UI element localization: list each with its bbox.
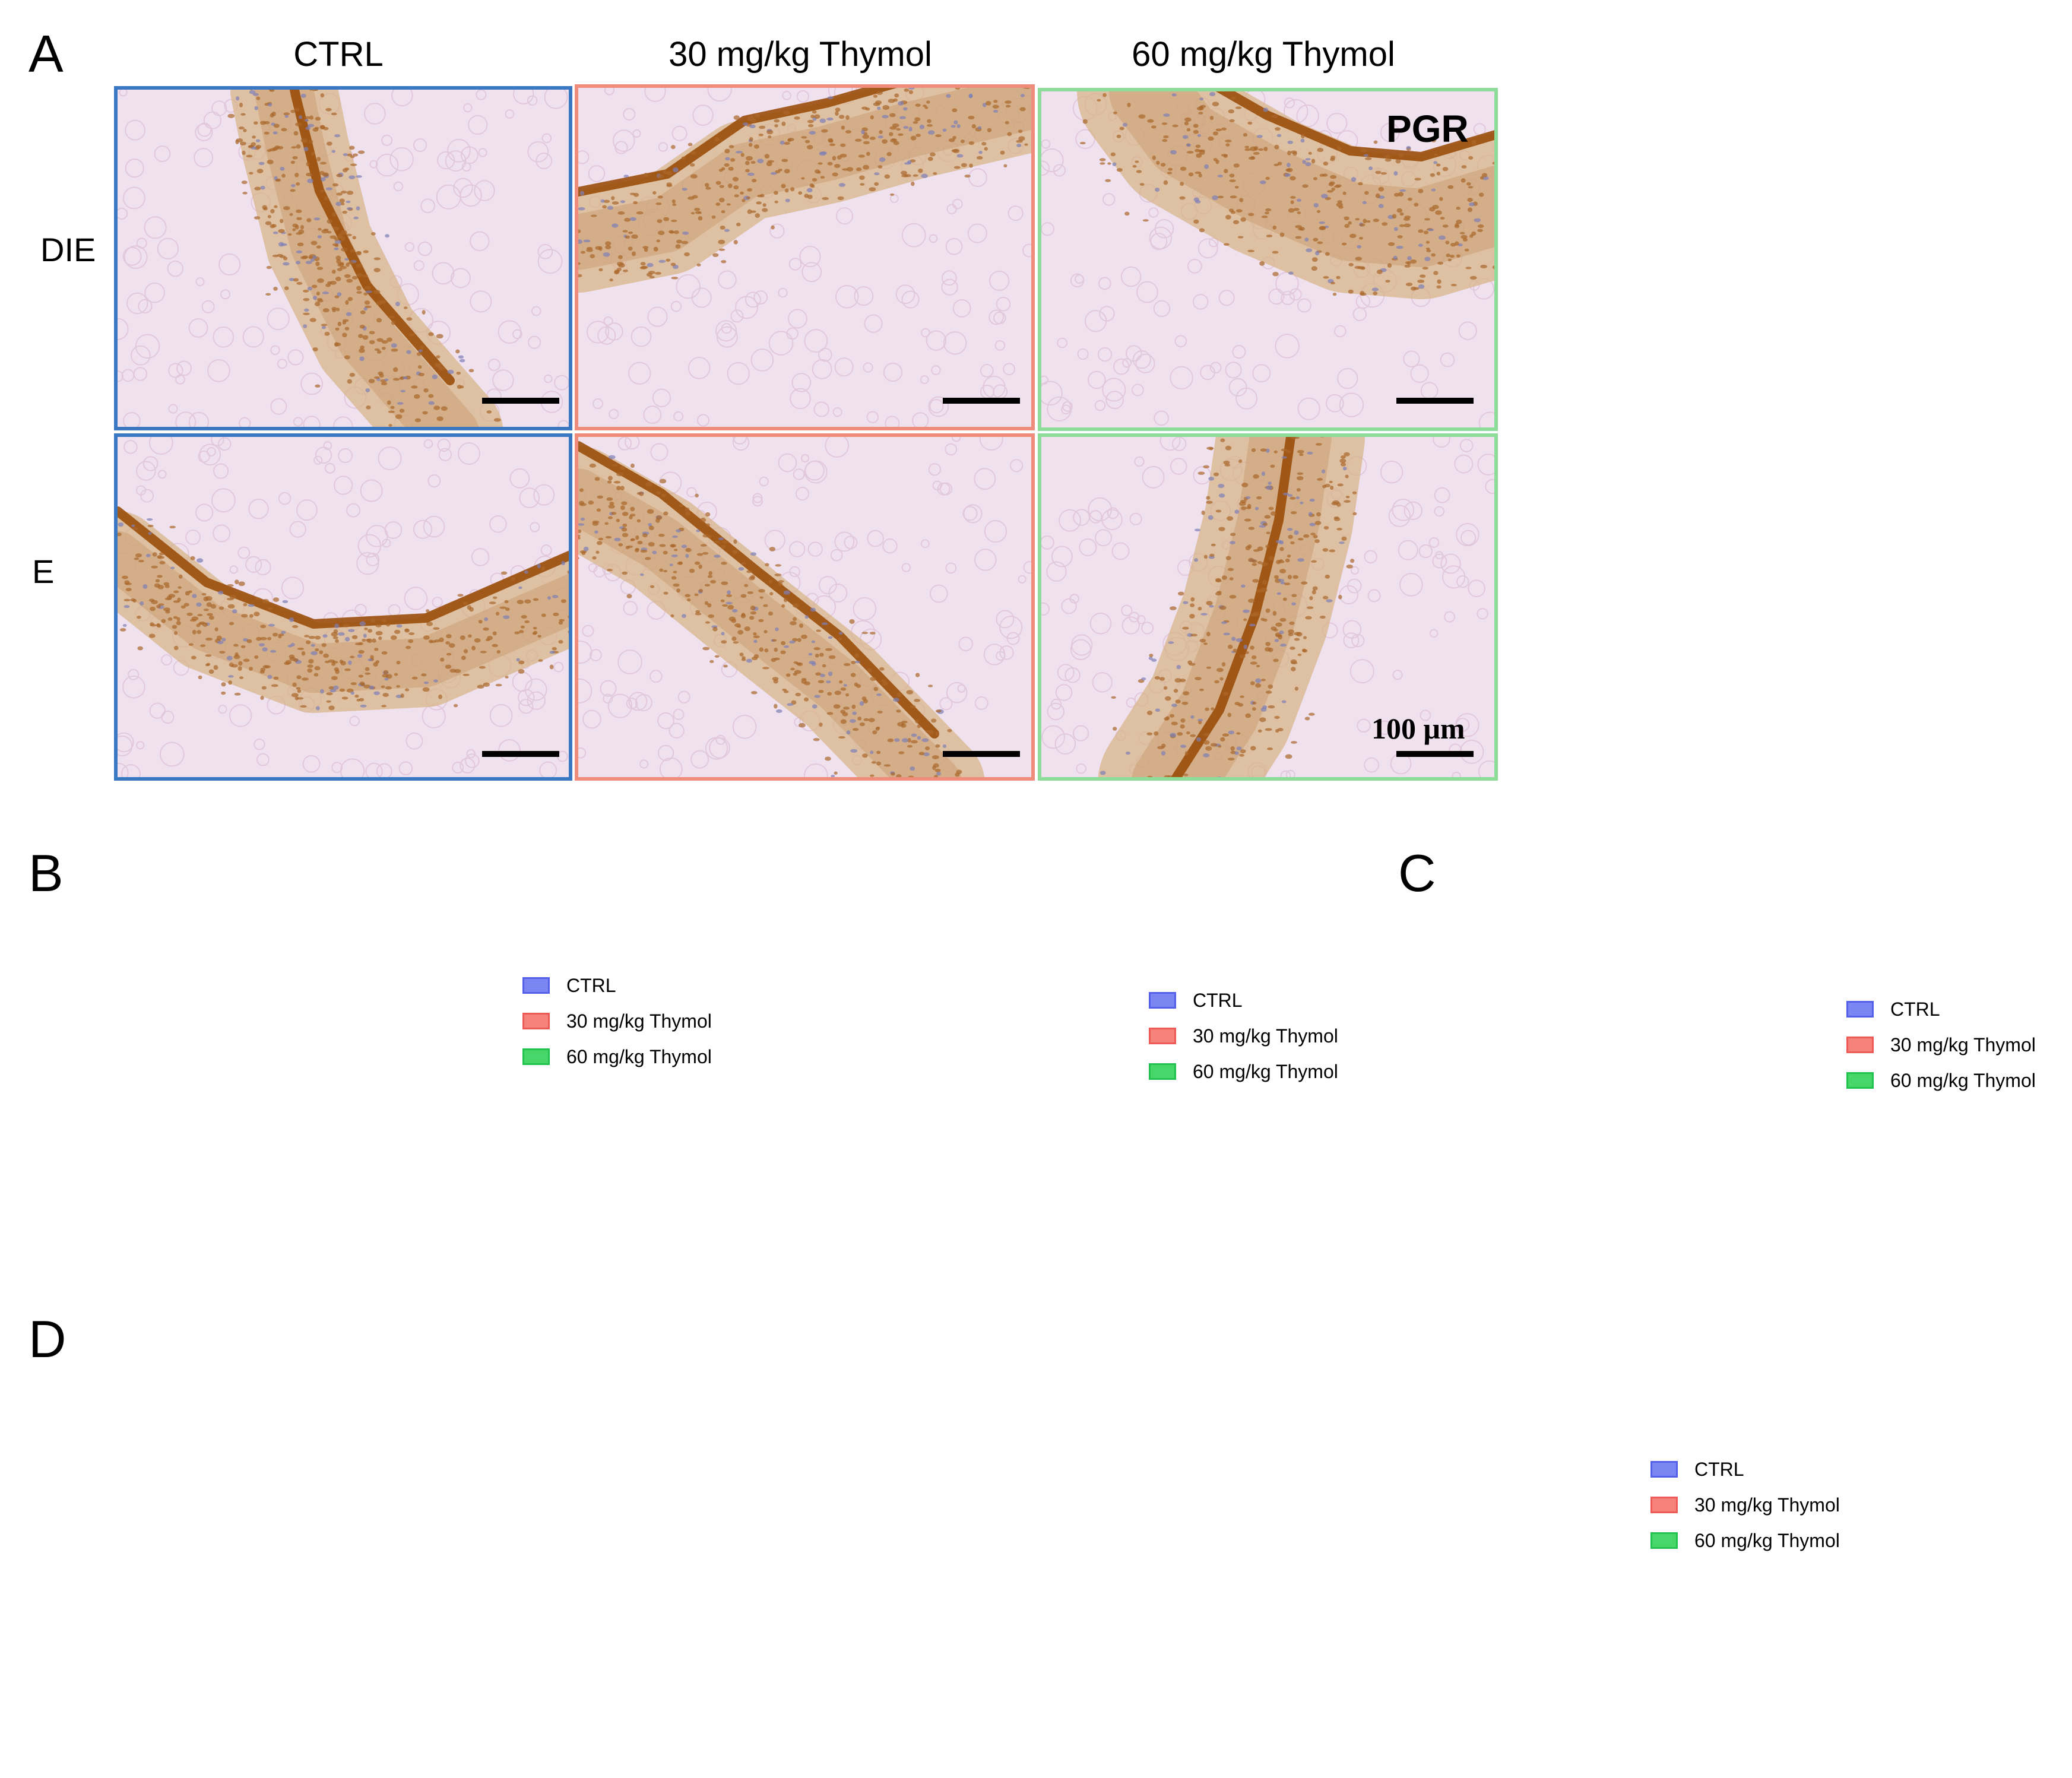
legend-item-ctrl: CTRL <box>522 968 712 1003</box>
legend-swatch-30mg <box>1846 1037 1874 1053</box>
legend-item-30mg: 30 mg/kg Thymol <box>522 1003 712 1039</box>
row-header-die: DIE <box>40 231 96 268</box>
legend-swatch-30mg <box>1650 1497 1678 1513</box>
legend-swatch-ctrl <box>1846 1001 1874 1018</box>
scale-bar <box>1396 751 1474 757</box>
legend-item-60mg: 60 mg/kg Thymol <box>1650 1523 1840 1558</box>
row-header-e: E <box>32 553 55 590</box>
legend-item-ctrl: CTRL <box>1846 991 2036 1027</box>
scale-bar <box>482 751 559 757</box>
legend-label: 60 mg/kg Thymol <box>566 1045 712 1067</box>
legend-swatch-60mg <box>522 1048 550 1065</box>
legend-label: CTRL <box>1890 998 1940 1020</box>
legend-item-60mg: 60 mg/kg Thymol <box>1846 1063 2036 1098</box>
legend-item-ctrl: CTRL <box>1650 1451 1840 1487</box>
legend-label: 60 mg/kg Thymol <box>1193 1060 1338 1082</box>
micrograph-60mg-e <box>1038 433 1498 781</box>
legend-label: CTRL <box>1694 1458 1744 1480</box>
legend-label: 60 mg/kg Thymol <box>1694 1529 1840 1551</box>
panel-letter-b: B <box>28 844 64 902</box>
legend-label: 30 mg/kg Thymol <box>566 1010 712 1032</box>
legend-item-30mg: 30 mg/kg Thymol <box>1846 1027 2036 1063</box>
scale-bar <box>482 398 559 404</box>
legend-item-30mg: 30 mg/kg Thymol <box>1149 1018 1338 1054</box>
legend-swatch-ctrl <box>1650 1461 1678 1478</box>
micrograph-30mg-die <box>575 84 1035 430</box>
legend-pgr: CTRL 30 mg/kg Thymol 60 mg/kg Thymol <box>1846 991 2036 1098</box>
scale-bar <box>943 751 1020 757</box>
legend-label: CTRL <box>1193 989 1243 1011</box>
legend-label: CTRL <box>566 974 616 996</box>
legend-item-60mg: 60 mg/kg Thymol <box>522 1039 712 1075</box>
scale-bar-label: 100 μm <box>1371 712 1465 745</box>
legend-swatch-30mg <box>522 1013 550 1029</box>
stain-label-pgr: PGR <box>1386 107 1469 150</box>
legend-swatch-ctrl <box>522 977 550 994</box>
legend-item-60mg: 60 mg/kg Thymol <box>1149 1054 1338 1089</box>
legend-stroma: CTRL 30 mg/kg Thymol 60 mg/kg Thymol <box>1149 983 1338 1089</box>
panel-letter-a: A <box>28 24 64 83</box>
panel-letter-c: C <box>1398 844 1436 902</box>
chart-hand2: Hand20.00.51.01.52.02.5mRNA/Rpl19Diestru… <box>101 1300 469 1763</box>
legend-swatch-60mg <box>1149 1063 1176 1080</box>
micrograph-ctrl-die <box>114 86 572 430</box>
legend-swatch-60mg <box>1650 1532 1678 1549</box>
micrograph-ctrl-e <box>114 433 572 781</box>
scale-bar <box>1396 398 1474 404</box>
chart-ihh: Ihh0246mRNA/Rpl19DiestrusEstrusns****nsn… <box>1253 1300 1621 1763</box>
chart-hoxa10: Hoxa100.00.51.01.52.0mRNA/Rpl19DiestrusE… <box>873 1300 1241 1763</box>
panel-letter-d: D <box>28 1310 66 1368</box>
chart-areg: Areg02468mRNA/Rpl19DiestrusEstrusns*****… <box>487 1300 855 1763</box>
legend-item-30mg: 30 mg/kg Thymol <box>1650 1487 1840 1523</box>
legend-label: 30 mg/kg Thymol <box>1193 1025 1338 1047</box>
column-header-60mg: 60 mg/kg Thymol <box>1132 35 1395 74</box>
legend-swatch-ctrl <box>1149 992 1176 1009</box>
legend-label: 30 mg/kg Thymol <box>1890 1034 2036 1056</box>
legend-label: 30 mg/kg Thymol <box>1694 1494 1840 1516</box>
legend-label: 60 mg/kg Thymol <box>1890 1069 2036 1091</box>
chart-epithelium: Epithelium020406080D-HScore of PGRDiestr… <box>119 825 499 1276</box>
column-header-ctrl: CTRL <box>293 35 384 74</box>
legend-swatch-30mg <box>1149 1028 1176 1044</box>
legend-panel-d: CTRL 30 mg/kg Thymol 60 mg/kg Thymol <box>1650 1451 1840 1558</box>
legend-epithelium: CTRL 30 mg/kg Thymol 60 mg/kg Thymol <box>522 968 712 1075</box>
chart-pgr: Pgr0.00.51.01.52.0mRNA/Rpl19DiestrusEstr… <box>1437 825 1817 1276</box>
micrograph-60mg-die <box>1038 88 1498 431</box>
micrograph-30mg-e <box>575 433 1035 781</box>
legend-item-ctrl: CTRL <box>1149 983 1338 1018</box>
scale-bar <box>943 398 1020 404</box>
legend-swatch-60mg <box>1846 1072 1874 1089</box>
column-header-30mg: 30 mg/kg Thymol <box>669 35 932 74</box>
chart-stroma: Stroma0102030D-HScore of PGRDiestrusEstr… <box>748 825 1128 1276</box>
